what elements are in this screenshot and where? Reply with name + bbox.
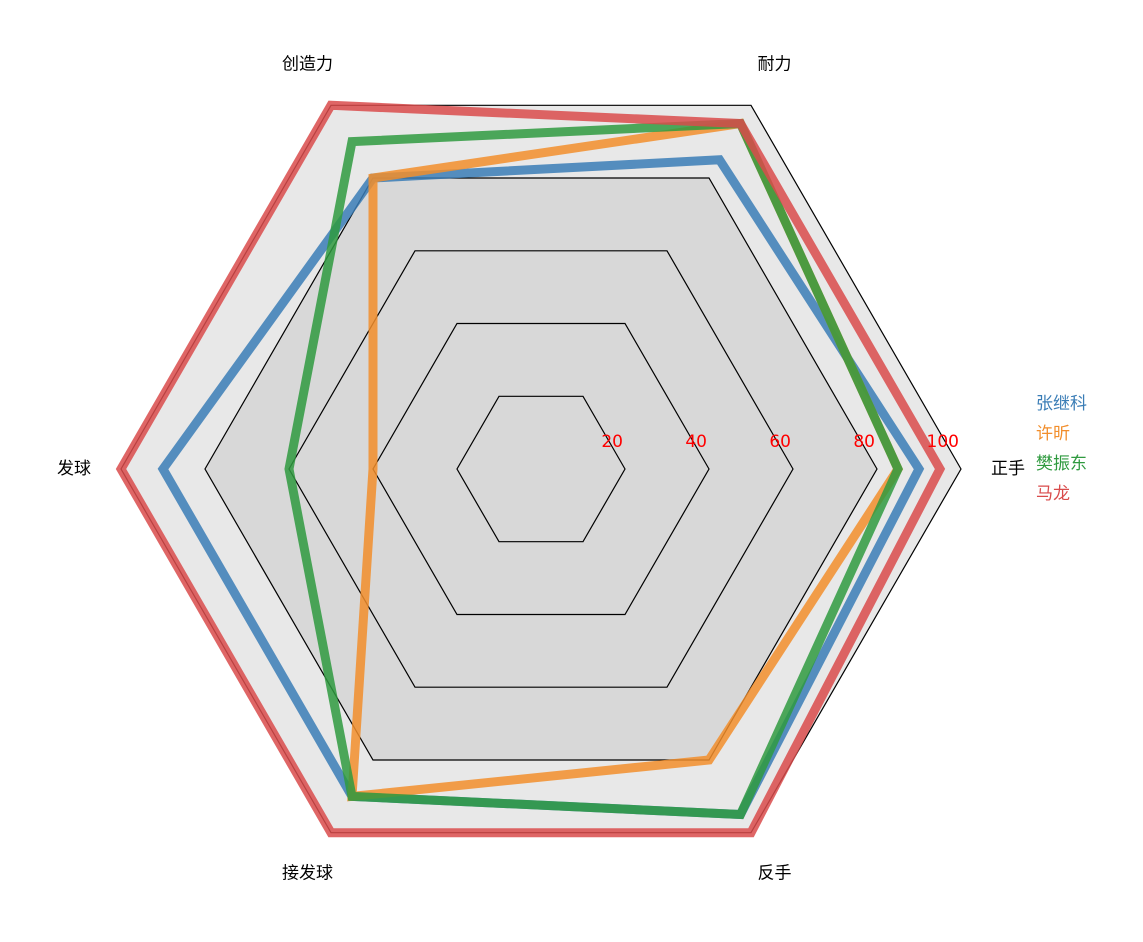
series-line-3 [115,100,946,838]
legend-item: 樊振东 [1036,454,1087,474]
tick-label: 40 [685,432,707,452]
legend-item: 张继科 [1036,394,1087,414]
radar-grid [120,104,962,834]
axis-label: 发球 [57,459,91,479]
axis-label: 正手 [991,459,1025,479]
tick-label: 80 [853,432,875,452]
axis-label: 反手 [758,863,792,883]
tick-labels: 20 40 60 80 100 [601,432,959,452]
tick-label: 20 [601,432,623,452]
tick-label: 60 [769,432,791,452]
legend-item: 许昕 [1036,424,1070,444]
grid-ring-20 [456,395,626,543]
tick-label: 100 [927,432,959,452]
axis-label: 创造力 [282,55,333,75]
radar-series-group [115,100,946,838]
axis-label: 耐力 [758,55,792,75]
axis-label: 接发球 [282,863,333,883]
legend-item: 马龙 [1036,484,1070,504]
